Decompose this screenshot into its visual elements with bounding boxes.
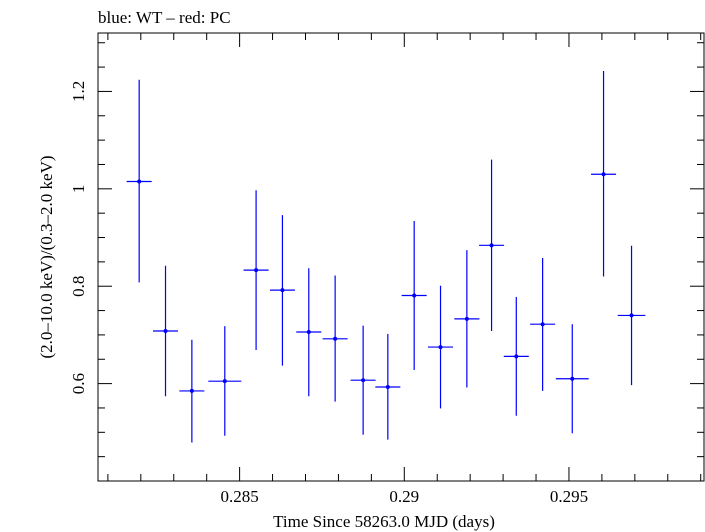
point-marker: [514, 354, 519, 359]
data-point: [591, 70, 617, 277]
data-point: [269, 215, 295, 366]
point-marker: [629, 313, 634, 318]
x-tick-label: 0.285: [220, 487, 258, 506]
y-tick-label: 0.8: [69, 276, 88, 297]
point-marker: [601, 172, 606, 177]
data-point: [503, 296, 529, 416]
data-point: [479, 159, 505, 332]
data-point: [428, 285, 454, 409]
point-marker: [361, 378, 366, 383]
data-point: [555, 324, 589, 434]
data-point: [617, 245, 646, 386]
point-marker: [333, 336, 338, 341]
point-marker: [438, 345, 443, 350]
axis-tick-labels: 0.285 0.29 0.295 0.6 0.8 1 1.2: [69, 81, 588, 506]
data-point: [322, 275, 348, 402]
data-point: [126, 79, 152, 283]
point-marker: [163, 329, 168, 334]
data-point: [401, 220, 427, 370]
x-axis-label: Time Since 58263.0 MJD (days): [273, 512, 495, 531]
chart-title: blue: WT – red: PC: [98, 8, 231, 27]
point-marker: [570, 376, 575, 381]
point-marker: [189, 388, 194, 393]
data-point: [296, 268, 322, 397]
data-point: [179, 339, 205, 443]
point-marker: [540, 322, 545, 327]
point-marker: [306, 329, 311, 334]
x-tick-label: 0.295: [550, 487, 588, 506]
point-marker: [280, 288, 285, 293]
point-marker: [222, 379, 227, 384]
y-tick-label: 0.6: [69, 373, 88, 394]
data-point: [208, 326, 242, 436]
x-tick-label: 0.29: [389, 487, 419, 506]
point-marker: [137, 179, 142, 184]
data-point: [530, 257, 556, 391]
data-point: [153, 265, 179, 397]
data-point: [454, 250, 480, 388]
data-point: [375, 333, 401, 440]
plot-frame: [97, 32, 705, 482]
y-tick-label: 1: [69, 185, 88, 194]
point-marker: [254, 268, 259, 273]
y-tick-label: 1.2: [69, 81, 88, 102]
point-marker: [385, 385, 390, 390]
y-axis-label: (2.0–10.0 keV)/(0.3–2.0 keV): [37, 155, 56, 358]
point-marker: [412, 293, 417, 298]
data-series: [126, 70, 646, 443]
point-marker: [489, 243, 494, 248]
axis-ticks: [98, 33, 704, 481]
data-point: [243, 190, 269, 351]
data-point: [350, 325, 376, 435]
point-marker: [464, 316, 469, 321]
